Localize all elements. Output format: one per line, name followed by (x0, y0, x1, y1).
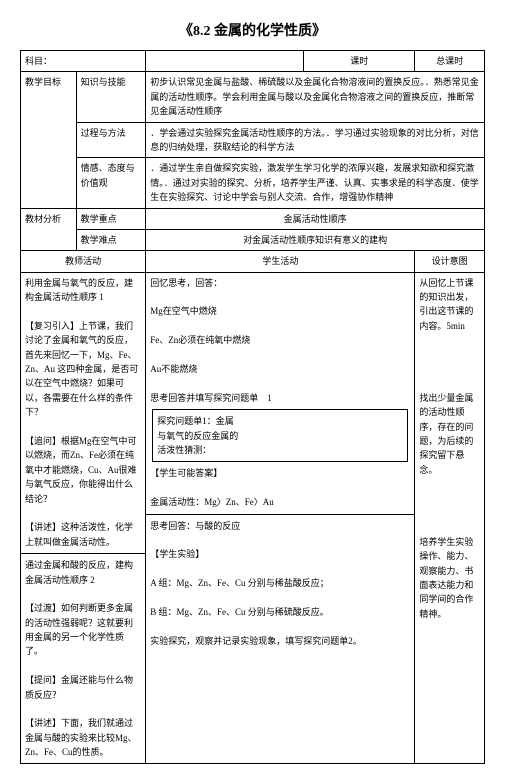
divider (146, 514, 414, 515)
analysis-v1: 金属活动性顺序 (146, 208, 485, 229)
goals-v1: 初步认识常见金属与盐酸、稀硫酸以及金属化合物溶液间的置换反应。．熟悉常见金属的活… (146, 72, 485, 122)
s-p11: B 组：Mg、Zn、Fe、Cu 分别与稀硫酸反应。 (150, 605, 410, 619)
blank-cell (146, 51, 304, 72)
analysis-k2: 教学难点 (76, 229, 146, 250)
t-p4: 【讲述】这种活泼性，化学上就叫做金属活动性。 (25, 520, 141, 549)
t-p1: 利用金属与氧气的反应，建构金属活动性顺序 1 (25, 276, 141, 305)
t-p5: 通过金属和酸的反应，建构金属活动性顺序 2 (25, 558, 141, 587)
goals-k1: 知识与技能 (76, 72, 146, 122)
student-activity-cell: 回忆思考，回答： Mg在空气中燃烧 Fe、Zn必须在纯氧中燃烧 Au不能燃烧 思… (146, 272, 415, 763)
period-label: 课时 (304, 51, 415, 72)
s-p3: Fe、Zn必须在纯氧中燃烧 (150, 333, 410, 347)
box1-line2: 与氧气的反应金属的 (157, 429, 403, 443)
s-p1: 回忆思考，回答： (150, 276, 410, 290)
t-p3: 【追问】根据Mg在空气中可以燃烧，而Zn、Fe必须在纯氧中才能燃烧，Cu、Au很… (25, 434, 141, 506)
s-p9: 【学生实验】 (150, 547, 410, 561)
s-p10: A 组：Mg、Zn、Fe、Cu 分别与稀盐酸反应； (150, 576, 410, 590)
d-p2: 找出少量金属的活动性顺序，存在的问题，为后续的探究留下悬念。 (419, 391, 480, 477)
t-p8: 【讲述】下面，我们就通过金属与酸的实验来比较Mg、Zn、Fe、Cu的性质。 (25, 716, 141, 759)
divider (21, 553, 145, 554)
page-title: 《8.2 金属的化学性质》 (20, 20, 485, 40)
t-p2: 【复习引入】上节课，我们讨论了金属和氧气的反应，首先来回忆一下，Mg、Fe、Zn… (25, 319, 141, 420)
d-p1: 从回忆上节课的知识出发，引出这节课的内容。5min (419, 276, 480, 334)
d-p3: 培养学生实验操作、能力、观察能力、书面表达能力和同学间的合作精神。 (419, 535, 480, 621)
t-p7: 【提问】金属还能与什么物质反应？ (25, 673, 141, 702)
subject-cell: 科目： (21, 51, 146, 72)
analysis-v2: 对金属活动性顺序知识有意义的建构 (146, 229, 485, 250)
teacher-activity-cell: 利用金属与氧气的反应，建构金属活动性顺序 1 【复习引入】上节课，我们讨论了金属… (21, 272, 146, 763)
goals-v2: ．学会通过实验探究金属活动性顺序的方法。．学习通过实验现象的对比分析，对信息的归… (146, 122, 485, 158)
design-col-header: 设计意图 (415, 251, 485, 272)
design-intent-cell: 从回忆上节课的知识出发，引出这节课的内容。5min 找出少量金属的活动性顺序，存… (415, 272, 485, 763)
total-period-label: 总课时 (415, 51, 485, 72)
student-col-header: 学生活动 (146, 251, 415, 272)
teacher-col-header: 教师活动 (21, 251, 146, 272)
analysis-label: 教材分析 (21, 208, 77, 251)
box1-line1: 探究问题单1：金属 (157, 414, 403, 428)
box1-line3: 活泼性猜测： (157, 443, 403, 457)
t-p6: 【过渡】如何判断更多金属的活动性强弱呢？这就要利用金属的另一个化学性质了。 (25, 601, 141, 659)
goals-k2: 过程与方法 (76, 122, 146, 158)
goals-k3: 情感、态度与价值观 (76, 158, 146, 208)
s-p7: 金属活动性：Mg〉Zn、Fe〉Au (150, 495, 410, 509)
inquiry-box-1: 探究问题单1：金属 与氧气的反应金属的 活泼性猜测： (152, 409, 408, 462)
s-p5: 思考回答并填写探究问题单 1 (150, 391, 410, 405)
goals-v3: ．通过学生亲自做探究实验，激发学生学习化学的浓厚兴趣，发展求知欲和探究激情。．通… (146, 158, 485, 208)
s-p12: 实验探究，观察并记录实验现象，填写探究问题单2。 (150, 634, 410, 648)
s-p6: 【学生可能答案】 (150, 466, 410, 480)
analysis-k1: 教学重点 (76, 208, 146, 229)
s-p8: 思考回答：与酸的反应 (150, 519, 410, 533)
s-p2: Mg在空气中燃烧 (150, 304, 410, 318)
s-p4: Au不能燃烧 (150, 362, 410, 376)
lesson-plan-table: 科目： 课时 总课时 教学目标 知识与技能 初步认识常见金属与盐酸、稀硫酸以及金… (20, 50, 485, 764)
goals-label: 教学目标 (21, 72, 77, 208)
